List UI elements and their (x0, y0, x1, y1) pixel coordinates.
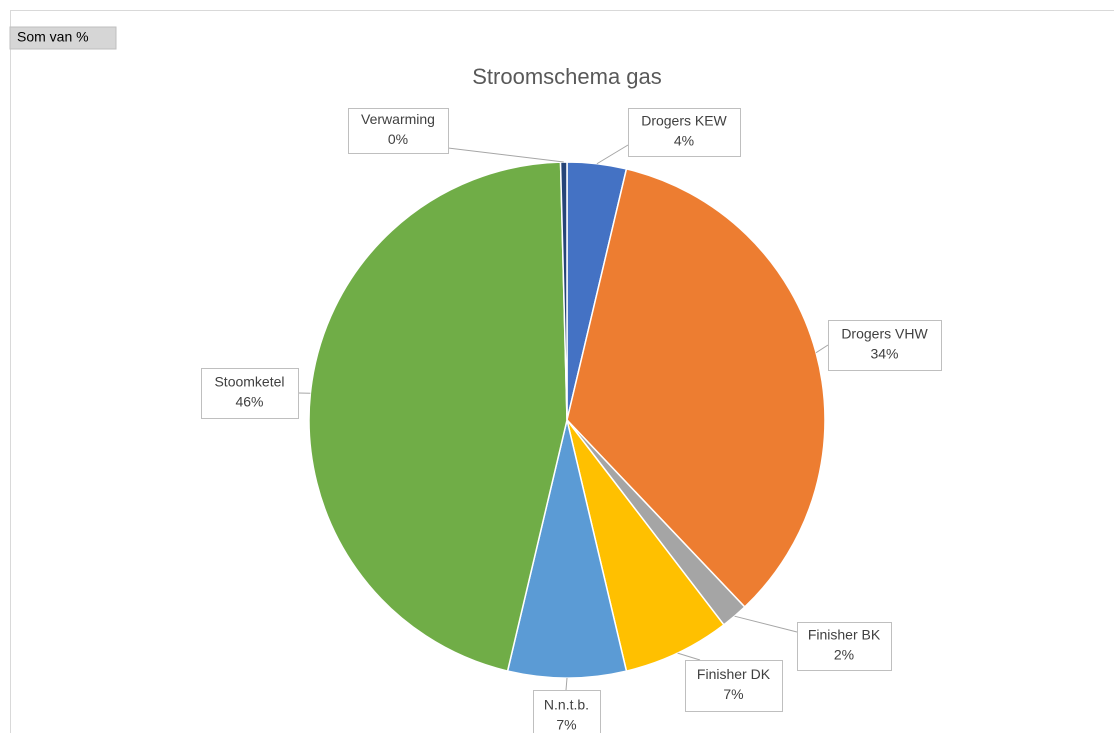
leader-line (565, 677, 568, 691)
leader-line (596, 144, 629, 165)
leader-line (677, 652, 701, 661)
category-label: Drogers KEW (641, 113, 727, 129)
value-label: 0% (388, 131, 408, 147)
category-label: Finisher BK (808, 627, 881, 643)
label-box (201, 368, 299, 419)
leader-line (734, 615, 798, 633)
label-box (628, 108, 741, 157)
pie-slice (566, 168, 826, 609)
pie-slice (308, 161, 568, 672)
leader-line (447, 147, 564, 163)
field-button-label[interactable]: Som van % (17, 29, 89, 45)
category-label: Verwarming (361, 111, 435, 127)
value-label: 7% (556, 717, 576, 733)
category-label: Finisher DK (697, 666, 771, 682)
value-label: 4% (674, 133, 694, 149)
label-box (685, 660, 783, 712)
value-label: 2% (834, 647, 854, 663)
category-label: Drogers VHW (841, 326, 928, 342)
label-box (533, 690, 601, 733)
label-box (828, 320, 942, 371)
label-box (348, 108, 449, 154)
chart-title: Stroomschema gas (472, 64, 662, 89)
leader-line (815, 344, 829, 354)
pie-slice (506, 419, 628, 679)
label-box (797, 622, 892, 671)
field-button[interactable] (9, 26, 117, 50)
value-label: 7% (723, 686, 743, 702)
category-label: Stoomketel (214, 374, 284, 390)
value-label: 34% (870, 346, 898, 362)
value-label: 46% (235, 394, 263, 410)
category-label: N.n.t.b. (544, 697, 589, 713)
pie-slice (566, 419, 725, 672)
